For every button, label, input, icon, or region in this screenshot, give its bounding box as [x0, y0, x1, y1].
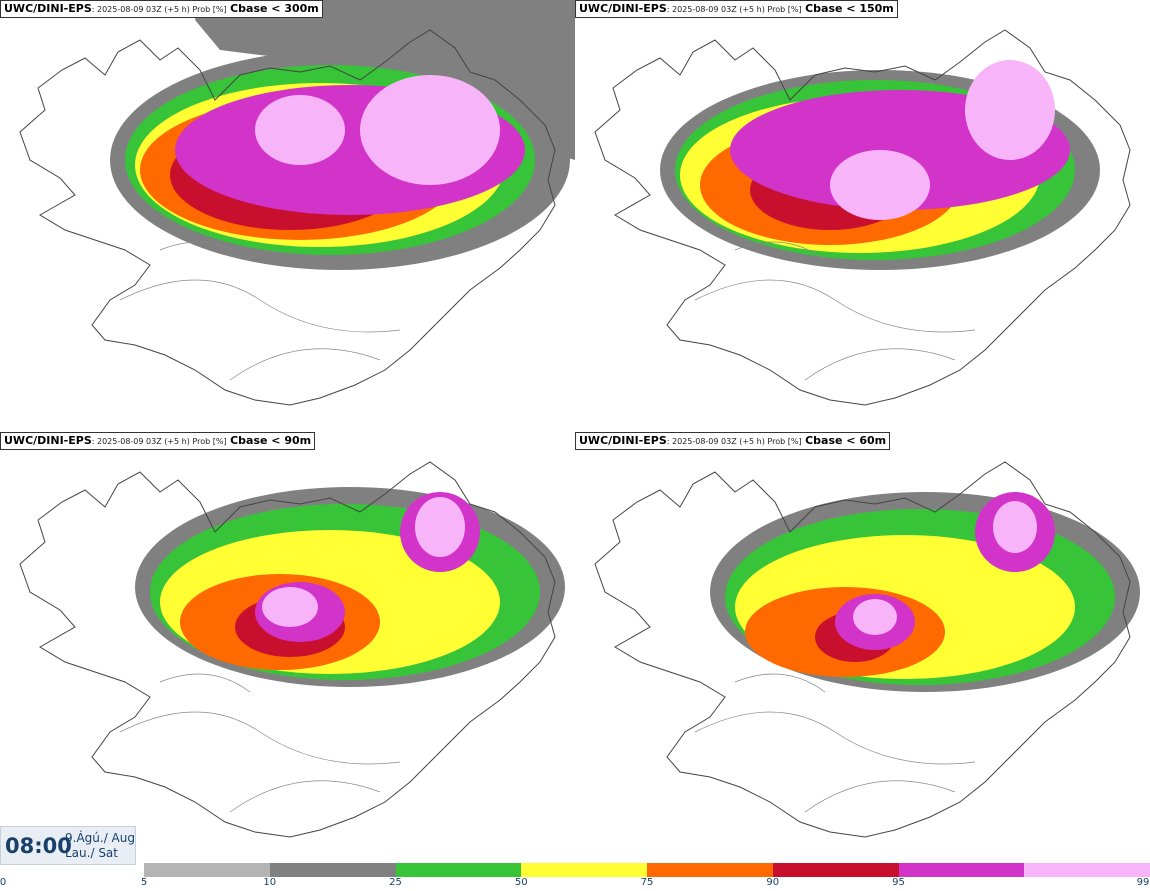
probability-color-scale [144, 863, 1150, 877]
run-info: : 2025-08-09 03Z (+5 h) Prob [%] [91, 437, 227, 446]
color-scale-tick-label: 0 [0, 877, 7, 888]
iceland-probability-map [594, 461, 1140, 838]
variable-label: Cbase < 300m [230, 2, 319, 15]
color-scale-tick-label: 10 [263, 877, 277, 888]
terrain-contour [229, 780, 381, 813]
run-info: : 2025-08-09 03Z (+5 h) Prob [%] [666, 5, 802, 14]
terrain-contour [734, 673, 826, 693]
iceland-coastline [594, 461, 1131, 838]
color-scale-tick-label: 5 [140, 877, 148, 888]
coastline-path [594, 29, 1131, 406]
probability-contour [360, 75, 500, 185]
iceland-probability-map [594, 29, 1131, 406]
color-scale-swatch [269, 863, 396, 877]
valid-time-clock: 08:00 [5, 834, 72, 858]
coastline-path [594, 461, 1131, 838]
iceland-coastline [19, 461, 556, 838]
cloud-base-probability-field [110, 0, 575, 270]
iceland-probability-map [19, 0, 575, 406]
probability-contour [262, 587, 318, 627]
probability-contour [415, 497, 465, 557]
color-scale-tick-label: 95 [892, 877, 905, 888]
coastline-path [19, 461, 556, 838]
iceland-coastline [594, 29, 1131, 406]
coastline-path [19, 29, 556, 406]
color-scale-tick-label: 25 [389, 877, 402, 888]
probability-contour [255, 95, 345, 165]
terrain-contour [694, 279, 976, 333]
map-panel-cbase-90: UWC/DINI-EPS: 2025-08-09 03Z (+5 h) Prob… [0, 432, 575, 862]
probability-contour [853, 599, 897, 635]
color-scale-tick-label: 50 [514, 877, 528, 888]
color-scale-swatch [144, 863, 271, 877]
model-name: UWC/DINI-EPS [4, 434, 92, 447]
probability-contour [830, 150, 930, 220]
map-panel-cbase-150: UWC/DINI-EPS: 2025-08-09 03Z (+5 h) Prob… [575, 0, 1150, 430]
panel-title: UWC/DINI-EPS: 2025-08-09 03Z (+5 h) Prob… [575, 432, 891, 450]
variable-label: Cbase < 60m [805, 434, 887, 447]
color-scale-swatch [521, 863, 648, 877]
valid-time-box: 08:00 9.Ágú./ Aug Lau./ Sat [0, 826, 136, 865]
terrain-contour [734, 241, 826, 261]
run-info: : 2025-08-09 03Z (+5 h) Prob [%] [666, 437, 802, 446]
terrain-contour [119, 279, 401, 333]
color-scale-tick-label: 99 [1136, 877, 1150, 888]
color-scale-swatch [647, 863, 774, 877]
map-panel-cbase-300: UWC/DINI-EPS: 2025-08-09 03Z (+5 h) Prob… [0, 0, 575, 430]
cloud-base-probability-field [135, 487, 565, 687]
terrain-contour [159, 673, 251, 693]
cloud-base-probability-field [710, 492, 1140, 692]
panel-title: UWC/DINI-EPS: 2025-08-09 03Z (+5 h) Prob… [575, 0, 898, 18]
map-panel-cbase-60: UWC/DINI-EPS: 2025-08-09 03Z (+5 h) Prob… [575, 432, 1150, 862]
color-scale-tick-label: 75 [640, 877, 654, 888]
panel-title: UWC/DINI-EPS: 2025-08-09 03Z (+5 h) Prob… [0, 0, 323, 18]
probability-contour [993, 501, 1037, 553]
model-name: UWC/DINI-EPS [579, 434, 667, 447]
iceland-coastline [19, 29, 556, 406]
model-name: UWC/DINI-EPS [4, 2, 92, 15]
color-scale-swatch [1024, 863, 1150, 877]
color-scale-swatch [772, 863, 899, 877]
variable-label: Cbase < 90m [230, 434, 312, 447]
terrain-contour [694, 711, 976, 765]
color-scale-swatch [395, 863, 522, 877]
panel-title: UWC/DINI-EPS: 2025-08-09 03Z (+5 h) Prob… [0, 432, 316, 450]
probability-contour [965, 60, 1055, 160]
color-scale-swatch [898, 863, 1025, 877]
color-scale-tick-label: 90 [766, 877, 780, 888]
terrain-contour [119, 711, 401, 765]
valid-date: 9.Ágú./ Aug [65, 831, 135, 845]
model-name: UWC/DINI-EPS [579, 2, 667, 15]
terrain-contour [229, 348, 381, 381]
terrain-contour [804, 348, 956, 381]
iceland-probability-map [19, 461, 565, 838]
cloud-base-probability-field [660, 60, 1100, 270]
valid-weekday: Lau./ Sat [65, 846, 118, 860]
terrain-contour [804, 780, 956, 813]
run-info: : 2025-08-09 03Z (+5 h) Prob [%] [91, 5, 227, 14]
terrain-contour [159, 241, 251, 261]
variable-label: Cbase < 150m [805, 2, 894, 15]
offshore-fog-area [195, 0, 575, 160]
